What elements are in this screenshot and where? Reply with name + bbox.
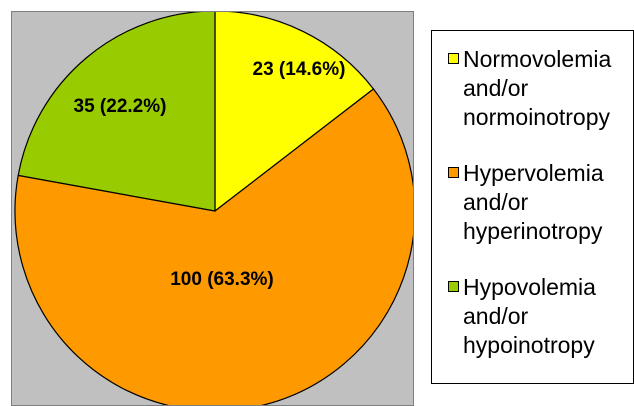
- slice-label-hypovolemia: 35 (22.2%): [74, 96, 167, 117]
- legend-swatch-normovolemia: [448, 53, 459, 64]
- slice-label-hypervolemia: 100 (63.3%): [170, 269, 274, 290]
- pie-slice-normovolemia: [214, 12, 375, 213]
- legend-label-hypovolemia: Hypovolemia and/or hypoinotropy: [463, 274, 596, 358]
- plot-area: 23 (14.6%) 100 (63.3%) 35 (22.2%): [11, 11, 414, 406]
- legend-item-normovolemia: Normovolemia and/or normoinotropy: [448, 45, 611, 132]
- legend-label-normovolemia: Normovolemia and/or normoinotropy: [463, 46, 612, 130]
- legend-item-hypovolemia: Hypovolemia and/or hypoinotropy: [448, 273, 596, 360]
- legend-swatch-hypovolemia: [448, 281, 459, 292]
- legend-item-hypervolemia: Hypervolemia and/or hyperinotropy: [448, 159, 604, 246]
- legend-swatch-hypervolemia: [448, 167, 459, 178]
- pie-chart: 23 (14.6%) 100 (63.3%) 35 (22.2%): [14, 12, 413, 405]
- pie-slice-hypervolemia: [14, 88, 413, 405]
- legend: Normovolemia and/or normoinotropy Hyperv…: [431, 30, 634, 384]
- legend-label-hypervolemia: Hypervolemia and/or hyperinotropy: [463, 160, 604, 244]
- pie-slice-hypovolemia: [17, 12, 216, 212]
- slice-label-normovolemia: 23 (14.6%): [253, 59, 346, 80]
